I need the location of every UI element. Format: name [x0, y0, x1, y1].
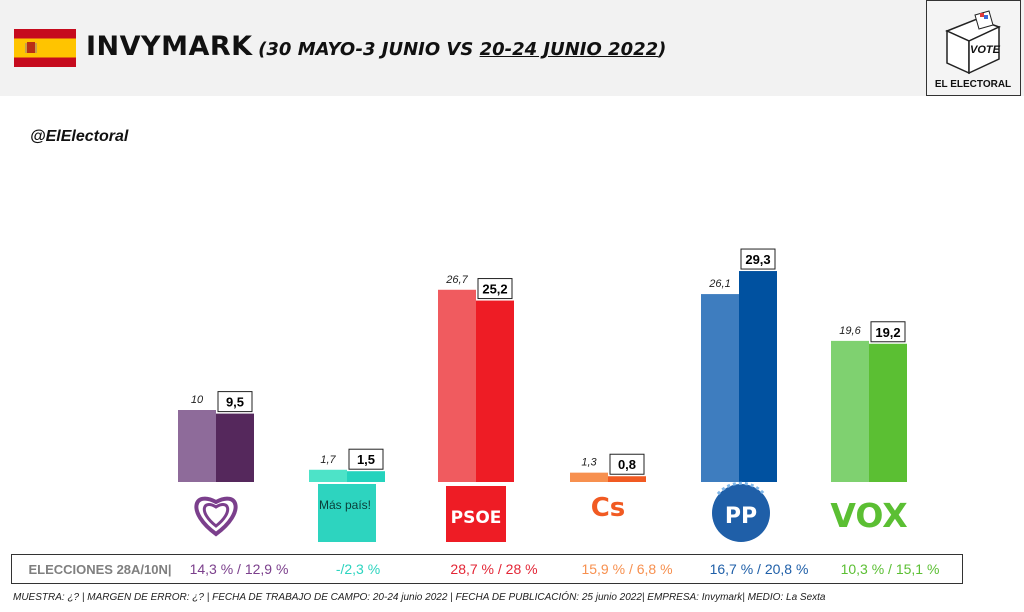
bar-vox-previous	[831, 340, 869, 482]
mas-pais-logo-icon: Más país!	[318, 484, 376, 542]
bar-cs-current	[608, 476, 646, 482]
bar-cs-previous	[570, 472, 608, 482]
result-vox: 10,3 % / 15,1 %	[840, 561, 940, 577]
bar-psoe-previous	[438, 289, 476, 482]
bar-mas-pais-current	[347, 471, 385, 482]
value-label-mas-pais-previous: 1,7	[320, 454, 336, 466]
result-podemos: 14,3 % / 12,9 %	[189, 561, 289, 577]
value-label-pp-previous: 26,1	[708, 278, 730, 290]
result-psoe: 28,7 % / 28 %	[450, 561, 538, 577]
result-pp: 16,7 % / 20,8 %	[709, 561, 809, 577]
value-box-pp	[740, 248, 776, 270]
footnote: MUESTRA: ¿? | MARGEN DE ERROR: ¿? | FECH…	[13, 592, 826, 603]
value-box-mas-pais	[348, 448, 384, 470]
bar-chart: 10 9,5 1,7 1,5 26,7 25,2 1,3 0,8 26,1 29,3 19,6 19,…	[178, 248, 908, 542]
header-band: INVYMARK (30 MAYO-3 JUNIO VS 20-24 JUNIO…	[0, 0, 1024, 96]
value-label-mas-pais-current: 1,5	[357, 452, 375, 467]
value-label-podemos-previous: 10	[191, 394, 204, 406]
bar-psoe-current	[476, 300, 514, 482]
result-cs: 15,9 % / 6,8 %	[581, 561, 673, 577]
value-label-vox-previous: 19,6	[839, 325, 861, 337]
value-label-vox-current: 19,2	[875, 325, 900, 340]
psoe-logo-text: PSOE	[451, 508, 502, 528]
date-range-previous: (30 MAYO-3 JUNIO VS	[258, 39, 480, 60]
spain-flag-icon	[14, 29, 76, 67]
bar-podemos-previous	[178, 410, 216, 482]
value-label-podemos-current: 9,5	[226, 395, 244, 410]
social-handle: @ElElectoral	[30, 128, 129, 145]
bars-group	[178, 271, 907, 482]
logo-vote-text: VOTE	[970, 44, 1001, 56]
date-range-current: 20-24 JUNIO 2022	[479, 39, 659, 60]
podemos-logo-icon	[194, 496, 238, 537]
cs-logo-text: Cs	[591, 493, 626, 523]
value-label-cs-current: 0,8	[618, 457, 636, 472]
bar-mas-pais-previous	[309, 469, 347, 482]
result-mas-pais: -/2,3 %	[335, 561, 381, 577]
pollster-name: INVYMARK	[86, 31, 253, 62]
el-electoral-logo: VOTE EL ELECTORAL	[926, 0, 1021, 96]
vox-logo-text: VOX	[830, 496, 907, 535]
party-logos-group: Más país! PSOE Cs PP VOX	[194, 481, 908, 542]
previous-elections-label: ELECCIONES 28A/10N|	[28, 561, 172, 577]
value-box-cs	[609, 453, 645, 475]
value-label-pp-current: 29,3	[745, 252, 770, 267]
cs-logo-icon: Cs	[591, 493, 626, 523]
value-labels-group: 10 9,5 1,7 1,5 26,7 25,2 1,3 0,8 26,1 29,3 19,6 19,…	[191, 248, 906, 475]
pp-logo-icon: PP	[712, 481, 770, 542]
value-label-psoe-current: 25,2	[482, 282, 507, 297]
value-box-vox	[870, 321, 906, 343]
vox-logo-icon: VOX	[830, 496, 907, 535]
bar-vox-current	[869, 343, 907, 482]
value-box-psoe	[477, 278, 513, 300]
date-range-close: )	[658, 39, 667, 60]
bar-pp-previous	[701, 294, 739, 482]
value-box-podemos	[217, 391, 253, 413]
bar-pp-current	[739, 271, 777, 482]
previous-elections-row: ELECCIONES 28A/10N| 14,3 % / 12,9 % -/2,…	[11, 554, 963, 584]
page-title: INVYMARK (30 MAYO-3 JUNIO VS 20-24 JUNIO…	[86, 31, 666, 62]
value-label-psoe-previous: 26,7	[445, 274, 468, 286]
mas-pais-logo-text: Más país!	[319, 498, 371, 512]
value-label-cs-previous: 1,3	[581, 457, 597, 469]
pp-logo-text: PP	[725, 504, 757, 529]
bar-podemos-current	[216, 413, 254, 482]
logo-brand-text: EL ELECTORAL	[935, 79, 1011, 90]
psoe-logo-icon: PSOE	[446, 486, 506, 542]
